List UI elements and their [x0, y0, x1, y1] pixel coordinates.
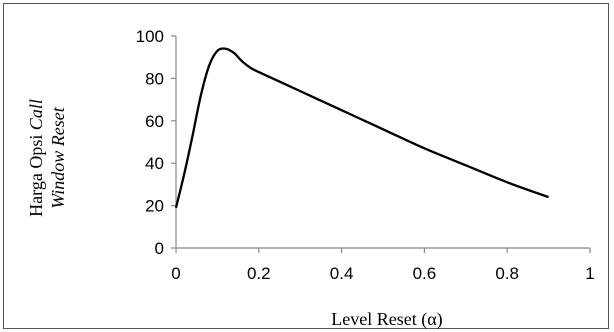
y-axis-label-line1-plain: Harga Opsi [26, 130, 46, 217]
x-axis-label: Level Reset (α) [331, 309, 442, 330]
y-tick-label: 40 [145, 154, 164, 173]
chart-frame [3, 3, 609, 329]
series-group [174, 47, 549, 208]
x-tick-label: 0.4 [330, 264, 354, 283]
x-tick-label: 0.6 [413, 264, 437, 283]
series-line [174, 47, 549, 208]
x-tick-label: 0.8 [495, 264, 519, 283]
y-tick-label: 0 [155, 239, 164, 258]
y-tick-label: 100 [136, 27, 164, 46]
y-tick-label: 60 [145, 112, 164, 131]
axes [175, 36, 590, 249]
y-axis-label-line1-italic: Call [26, 99, 46, 130]
x-tick-labels: 0 0.2 0.4 0.6 0.8 1 [171, 248, 595, 283]
x-tick-label: 1 [585, 264, 594, 283]
y-tick-label: 20 [145, 197, 164, 216]
y-tick-label: 80 [145, 69, 164, 88]
x-tick-label: 0.2 [247, 264, 271, 283]
y-tick-labels: 0 20 40 60 80 100 [136, 27, 176, 258]
y-axis-label: Harga Opsi Call Window Reset [26, 99, 68, 217]
x-tick-label: 0 [171, 264, 180, 283]
svg-text:Harga Opsi Call: Harga Opsi Call [26, 99, 46, 217]
y-axis-label-line2: Window Reset [48, 106, 68, 208]
